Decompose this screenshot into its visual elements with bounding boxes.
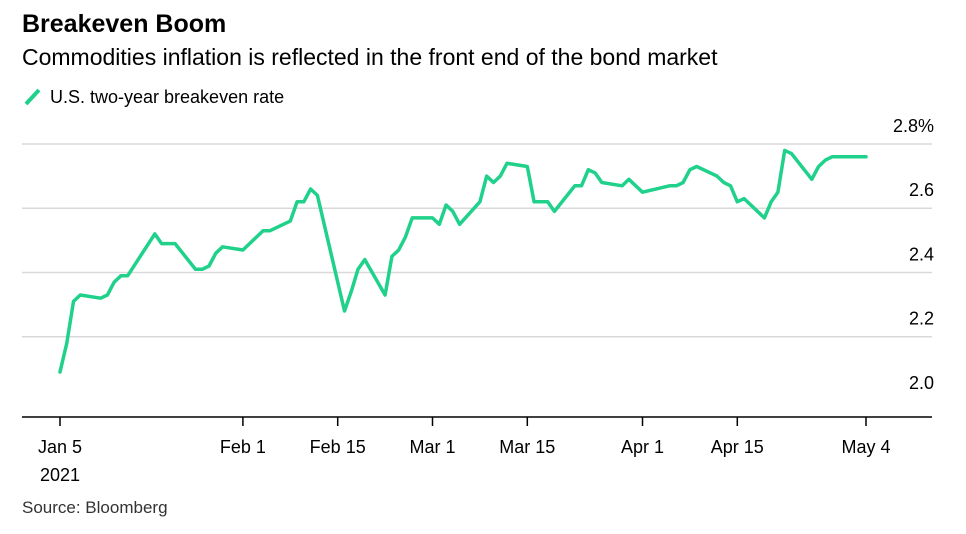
x-tick-label: Mar 15: [499, 437, 555, 457]
x-tick-label: Apr 1: [621, 437, 664, 457]
y-tick-label: 2.8%: [893, 116, 934, 136]
x-tick-label: Feb 1: [220, 437, 266, 457]
x-axis-labels: Jan 5 2021 Feb 1 Feb 15 Mar 1 Mar 15 Apr 1 Apr …: [38, 437, 891, 485]
x-tick-label: Mar 1: [409, 437, 455, 457]
series-line-breakeven: [58, 148, 868, 374]
y-axis-labels: 2.0 2.2 2.4 2.6 2.8%: [893, 116, 934, 393]
x-tick-label: Apr 15: [711, 437, 764, 457]
x-axis: [22, 416, 932, 426]
gridlines: [22, 143, 932, 338]
chart-subtitle: Commodities inflation is reflected in th…: [22, 44, 718, 70]
chart-legend: U.S. two-year breakeven rate: [22, 86, 284, 108]
series-layer: [58, 148, 868, 374]
x-tick-label: Jan 5: [38, 437, 82, 457]
y-tick-label: 2.4: [909, 245, 934, 265]
y-tick-label: 2.6: [909, 180, 934, 200]
source-note: Source: Bloomberg: [22, 498, 168, 517]
x-tick-label: Feb 15: [310, 437, 366, 457]
chart-title: Breakeven Boom: [22, 10, 227, 38]
x-tick-year-label: 2021: [40, 465, 80, 485]
x-tick-label: May 4: [841, 437, 890, 457]
y-tick-label: 2.0: [909, 373, 934, 393]
legend-line-icon: [24, 88, 41, 106]
legend-label: U.S. two-year breakeven rate: [50, 86, 285, 107]
y-tick-label: 2.2: [909, 309, 934, 329]
